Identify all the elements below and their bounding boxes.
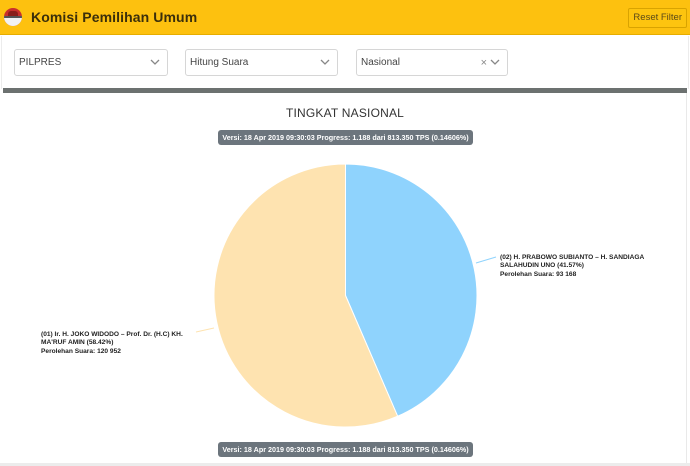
kpu-logo-icon <box>4 8 22 26</box>
candidate-02-name-line1: (02) H. PRABOWO SUBIANTO – H. SANDIAGA <box>500 254 645 261</box>
candidate-02-label: (02) H. PRABOWO SUBIANTO – H. SANDIAGA S… <box>500 254 644 280</box>
candidate-02-votes: Perolehan Suara: 93 168 <box>500 271 577 279</box>
candidate-01-votes: Perolehan Suara: 120 952 <box>41 348 121 356</box>
label-connector-line <box>475 256 497 264</box>
candidate-01-name-line2: MA'RUF AMIN (58.42%) <box>41 339 114 347</box>
section-divider <box>3 88 687 93</box>
chart-title: TINGKAT NASIONAL <box>285 106 405 120</box>
region-select[interactable]: Nasional × <box>356 49 508 76</box>
version-badge-bottom: Versi: 18 Apr 2019 09:30:03 Progress: 1.… <box>218 442 473 457</box>
region-value: Nasional <box>361 57 400 68</box>
election-type-value: PILPRES <box>19 57 62 68</box>
clear-icon[interactable]: × <box>480 57 487 69</box>
header-bar: Komisi Pemilihan Umum Reset Filter <box>0 0 690 35</box>
version-badge-top: Versi: 18 Apr 2019 09:30:03 Progress: 1.… <box>218 130 473 145</box>
reset-filter-button[interactable]: Reset Filter <box>628 8 687 28</box>
filter-bar: PILPRES Hitung Suara Nasional × <box>1 36 689 89</box>
candidate-01-name-line1: (01) Ir. H. JOKO WIDODO – Prof. Dr. (H.C… <box>41 331 183 338</box>
pie-slice-02[interactable] <box>345 163 478 417</box>
chevron-down-icon <box>490 59 500 65</box>
pie-slice-01[interactable] <box>213 163 399 428</box>
candidate-02-name-line2: SALAHUDIN UNO (41.57%) <box>500 262 584 270</box>
chevron-down-icon <box>150 59 160 65</box>
data-type-select[interactable]: Hitung Suara <box>185 49 338 76</box>
data-type-value: Hitung Suara <box>190 57 249 68</box>
label-connector-line <box>195 327 215 333</box>
footer-strip <box>0 463 690 466</box>
candidate-01-label: (01) Ir. H. JOKO WIDODO – Prof. Dr. (H.C… <box>41 331 183 357</box>
chevron-down-icon <box>320 59 330 65</box>
app-title: Komisi Pemilihan Umum <box>31 9 198 25</box>
election-type-select[interactable]: PILPRES <box>14 49 168 76</box>
